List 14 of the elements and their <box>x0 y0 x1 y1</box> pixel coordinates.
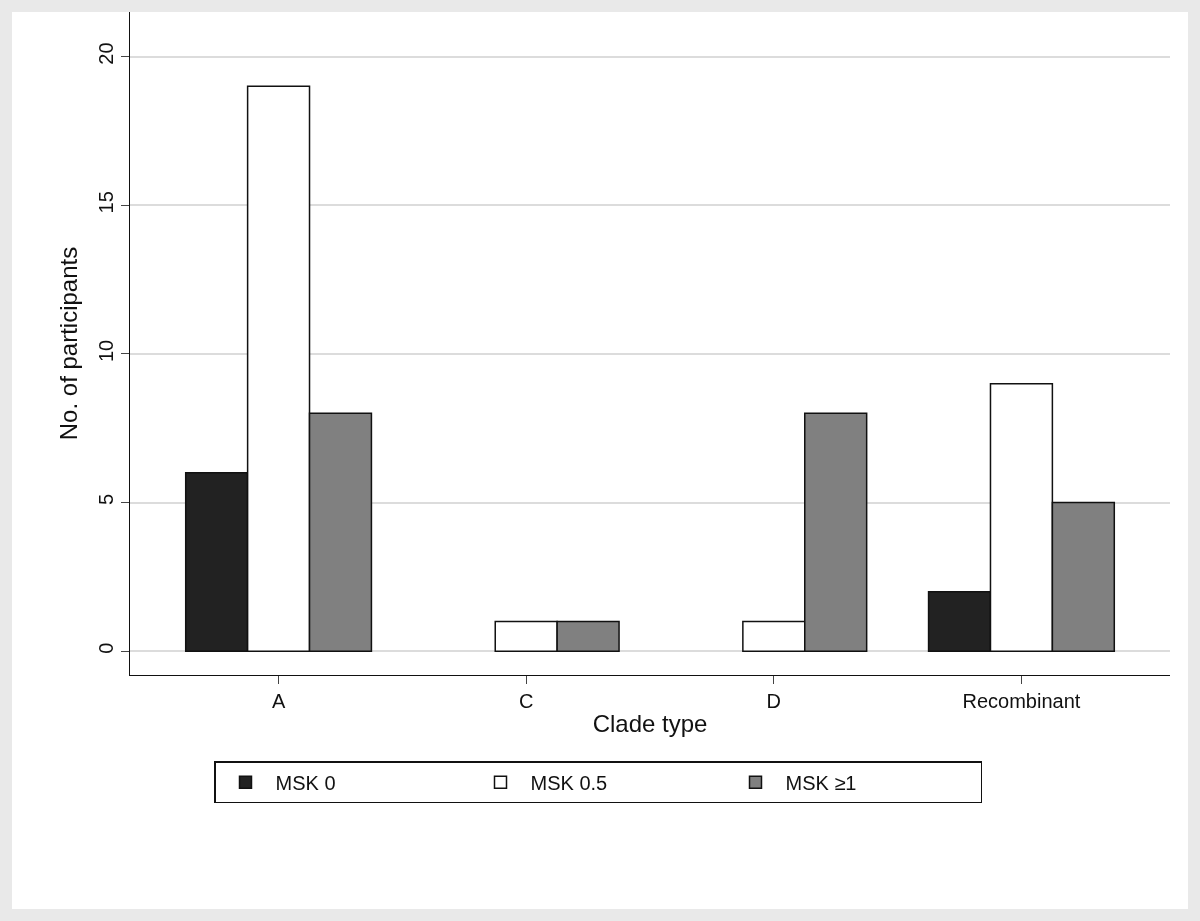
legend-label: MSK ≥1 <box>785 771 857 794</box>
legend-label: MSK 0.5 <box>530 771 608 794</box>
y-tick-label: 15 <box>95 191 117 214</box>
y-axis-title: No. of participants <box>55 246 83 441</box>
x-axis-title: Clade type <box>592 710 708 738</box>
x-tick-label: C <box>518 690 534 712</box>
x-tick-label: A <box>271 690 286 712</box>
y-tick-label: 10 <box>95 339 117 363</box>
x-tick-label: Recombinant <box>962 690 1081 712</box>
legend-label: MSK 0 <box>275 771 336 794</box>
y-tick-label: 20 <box>95 42 117 65</box>
x-tick-label: D <box>766 690 782 712</box>
y-tick-label: 0 <box>95 642 117 654</box>
y-tick-label: 5 <box>95 494 117 506</box>
